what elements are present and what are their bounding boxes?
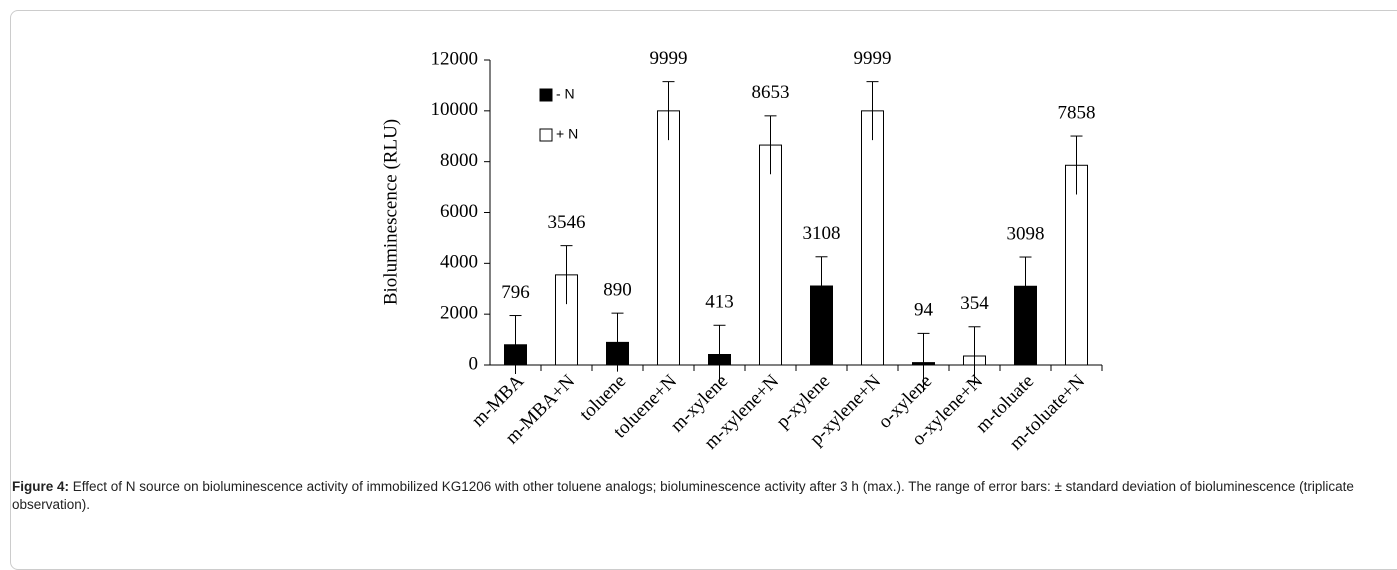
y-tick-label: 8000	[440, 150, 478, 171]
y-tick-label: 10000	[431, 99, 479, 120]
y-axis-label: Bioluminescence (RLU)	[380, 119, 401, 305]
page: Bioluminescence (RLU) 0 2000 4000 6000 8000 1…	[10, 10, 1397, 570]
chart: Bioluminescence (RLU) 0 2000 4000 6000 8000 1…	[380, 48, 1103, 454]
data-label: 354	[960, 293, 989, 314]
data-label: 3098	[1007, 223, 1045, 244]
legend-swatch	[539, 128, 553, 142]
y-tick-label: 2000	[440, 303, 478, 324]
bar	[657, 110, 680, 366]
caption-label: Figure 4:	[12, 479, 70, 494]
bar	[759, 144, 782, 366]
legend-label: - N	[556, 86, 575, 102]
y-tick-label: 4000	[440, 252, 478, 273]
data-label: 9999	[650, 48, 688, 69]
data-label: 3108	[803, 223, 841, 244]
legend-label: + N	[556, 126, 578, 142]
bar	[1065, 164, 1088, 366]
caption: Figure 4: Effect of N source on biolumin…	[12, 478, 1387, 514]
y-tick-label: 12000	[431, 48, 479, 69]
data-label: 413	[705, 292, 734, 313]
data-label: 796	[501, 282, 530, 303]
data-label: 7858	[1058, 102, 1096, 123]
data-label: 9999	[854, 48, 892, 69]
legend-swatch	[539, 88, 553, 102]
bar	[861, 110, 884, 366]
caption-text: Effect of N source on bioluminescence ac…	[12, 479, 1354, 512]
data-label: 94	[914, 300, 934, 321]
data-label: 3546	[548, 212, 586, 233]
y-tick-label: 0	[469, 353, 479, 374]
data-label: 890	[603, 280, 632, 301]
data-label: 8653	[752, 82, 790, 103]
y-tick-label: 6000	[440, 201, 478, 222]
